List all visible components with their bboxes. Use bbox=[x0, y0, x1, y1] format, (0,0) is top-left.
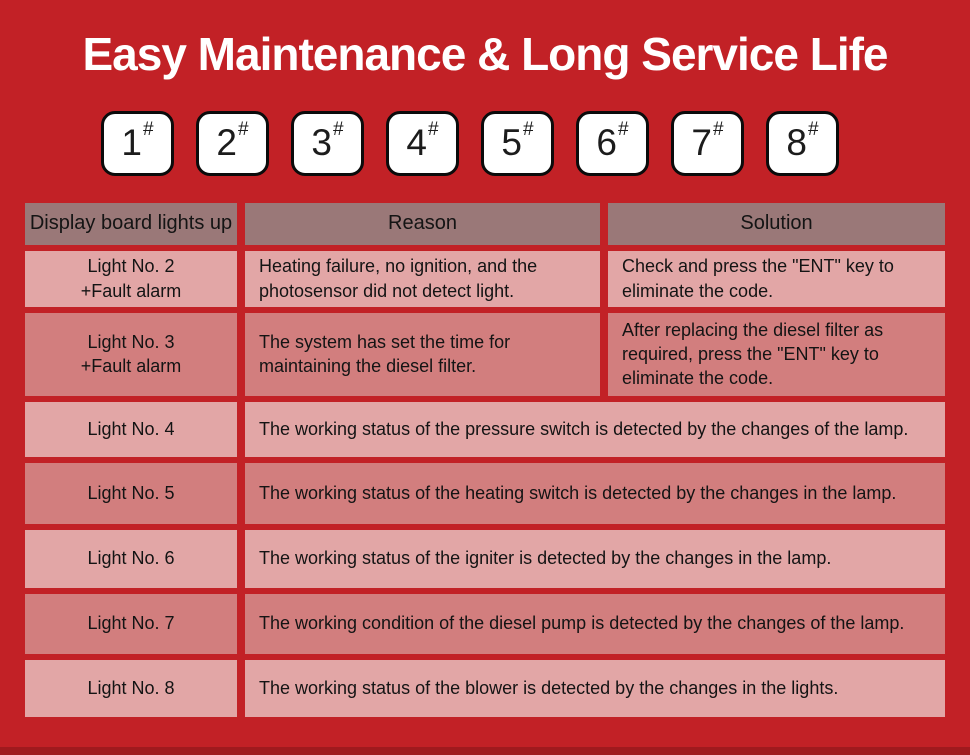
solution-cell: After replacing the diesel filter as req… bbox=[608, 312, 945, 396]
unit-number: 6 bbox=[596, 122, 617, 163]
light-cell: Light No. 4 bbox=[25, 401, 237, 457]
unit-number: 8 bbox=[786, 122, 807, 163]
light-label: Light No. 6 bbox=[87, 548, 175, 569]
page-title: Easy Maintenance & Long Service Life bbox=[82, 28, 888, 80]
solution-cell: Check and press the "ENT" key to elimina… bbox=[608, 250, 945, 307]
unit-button-4[interactable]: 4 # bbox=[386, 110, 459, 176]
unit-button-2[interactable]: 2 # bbox=[196, 110, 269, 176]
hash-mark: # bbox=[618, 119, 629, 140]
description-cell: The working status of the igniter is det… bbox=[245, 529, 945, 588]
hash-mark: # bbox=[713, 119, 724, 140]
table-header-solution: Solution bbox=[608, 202, 945, 245]
light-label: Light No. 3 bbox=[87, 331, 175, 352]
light-cell: Light No. 2 +Fault alarm bbox=[25, 250, 237, 307]
light-label: Light No. 2 bbox=[87, 256, 175, 277]
hash-mark: # bbox=[808, 119, 819, 140]
hash-mark: # bbox=[143, 119, 154, 140]
hash-mark: # bbox=[238, 119, 249, 140]
light-cell: Light No. 6 bbox=[25, 529, 237, 588]
unit-button-7[interactable]: 7 # bbox=[671, 110, 744, 176]
fault-alarm-label: +Fault alarm bbox=[80, 280, 182, 301]
unit-number: 7 bbox=[691, 122, 712, 163]
light-label: Light No. 8 bbox=[87, 677, 175, 698]
description-cell: The working status of the blower is dete… bbox=[245, 659, 945, 717]
table-header-reason: Reason bbox=[245, 202, 600, 245]
description-cell: The working status of the pressure switc… bbox=[245, 401, 945, 457]
bottom-shadow-strip bbox=[0, 747, 970, 755]
light-label: Light No. 7 bbox=[87, 613, 175, 634]
unit-button-3[interactable]: 3 # bbox=[291, 110, 364, 176]
description-cell: The working status of the heating switch… bbox=[245, 462, 945, 524]
hash-mark: # bbox=[523, 119, 534, 140]
unit-number: 1 bbox=[121, 122, 142, 163]
fault-table: Display board lights up Reason Solution … bbox=[25, 202, 945, 717]
unit-number: 5 bbox=[501, 122, 522, 163]
reason-cell: The system has set the time for maintain… bbox=[245, 312, 600, 396]
unit-number: 2 bbox=[216, 122, 237, 163]
light-label: Light No. 5 bbox=[87, 482, 175, 503]
fault-alarm-label: +Fault alarm bbox=[80, 356, 182, 376]
unit-number: 4 bbox=[406, 122, 427, 163]
unit-button-row: 1 # 2 # 3 # 4 # 5 # 6 # 7 # 8 # bbox=[0, 110, 970, 176]
reason-cell: Heating failure, no ignition, and the ph… bbox=[245, 250, 600, 307]
description-cell: The working condition of the diesel pump… bbox=[245, 593, 945, 654]
light-cell: Light No. 5 bbox=[25, 462, 237, 524]
unit-button-1[interactable]: 1 # bbox=[101, 110, 174, 176]
light-cell: Light No. 7 bbox=[25, 593, 237, 654]
light-cell: Light No. 8 bbox=[25, 659, 237, 717]
table-header-display-board: Display board lights up bbox=[25, 202, 237, 245]
hash-mark: # bbox=[333, 119, 344, 140]
light-cell: Light No. 3 +Fault alarm bbox=[25, 312, 237, 396]
unit-button-6[interactable]: 6 # bbox=[576, 110, 649, 176]
unit-button-8[interactable]: 8 # bbox=[766, 110, 839, 176]
unit-button-5[interactable]: 5 # bbox=[481, 110, 554, 176]
light-label: Light No. 4 bbox=[87, 418, 175, 439]
hash-mark: # bbox=[428, 119, 439, 140]
unit-number: 3 bbox=[311, 122, 332, 163]
